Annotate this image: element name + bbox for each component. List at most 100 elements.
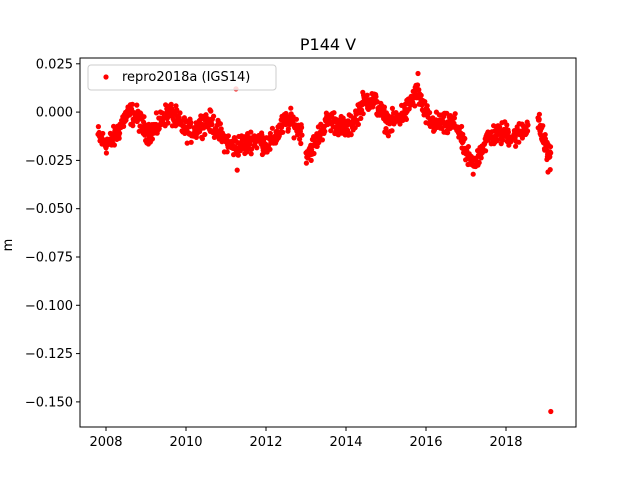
data-point	[525, 128, 531, 134]
data-point	[548, 408, 554, 415]
data-point	[129, 101, 135, 107]
data-point	[224, 149, 230, 155]
data-point	[165, 120, 171, 126]
data-point	[159, 110, 165, 116]
legend-marker	[103, 74, 109, 80]
data-point	[383, 126, 389, 132]
data-point	[319, 137, 325, 143]
data-point	[445, 130, 451, 136]
data-point	[415, 70, 421, 77]
data-point	[267, 146, 273, 152]
data-point	[322, 128, 328, 134]
data-point	[299, 132, 305, 138]
y-tick-label: −0.075	[25, 250, 73, 265]
data-point	[95, 124, 101, 130]
data-point	[116, 135, 122, 141]
data-point	[247, 141, 253, 147]
data-point	[141, 114, 147, 120]
data-point	[340, 115, 346, 121]
y-tick-label: −0.100	[25, 299, 73, 314]
data-point	[267, 130, 273, 137]
data-point	[199, 136, 205, 142]
data-point	[427, 110, 433, 116]
data-point	[130, 123, 136, 129]
data-point	[308, 157, 314, 163]
data-point	[156, 126, 162, 132]
data-point	[348, 132, 354, 138]
data-point	[218, 126, 224, 132]
data-point	[412, 103, 418, 109]
data-point	[397, 121, 403, 127]
data-point	[536, 116, 542, 122]
data-point	[217, 121, 223, 127]
x-tick-label: 2012	[249, 435, 282, 450]
data-point	[248, 151, 254, 157]
y-tick-label: 0.025	[36, 57, 73, 72]
data-point	[545, 169, 551, 175]
data-point	[536, 111, 543, 117]
data-point	[462, 136, 468, 142]
data-point	[193, 134, 199, 140]
y-tick-label: −0.125	[25, 347, 73, 362]
data-point	[297, 136, 303, 142]
plot-area-frame	[79, 57, 577, 428]
data-point	[269, 125, 275, 131]
data-point	[355, 121, 361, 127]
data-point	[288, 105, 294, 111]
data-point	[542, 132, 548, 138]
data-point	[188, 139, 194, 145]
data-point	[314, 143, 320, 149]
data-point	[504, 122, 510, 128]
data-point	[465, 144, 471, 150]
data-point	[470, 171, 476, 177]
data-point	[209, 121, 215, 128]
data-point	[311, 150, 317, 157]
data-point	[188, 119, 194, 125]
data-point	[234, 167, 240, 173]
data-point	[153, 110, 159, 116]
data-point	[513, 143, 519, 149]
data-point	[483, 148, 489, 154]
data-point	[100, 130, 106, 137]
data-point	[173, 103, 179, 109]
x-tick-label: 2014	[329, 435, 362, 450]
y-tick-label: −0.025	[25, 154, 73, 169]
data-point	[203, 112, 209, 118]
data-point	[208, 108, 214, 114]
data-point	[500, 137, 506, 143]
data-point	[389, 128, 395, 134]
data-point	[416, 87, 422, 93]
data-point	[184, 140, 190, 146]
x-tick-label: 2010	[169, 435, 202, 450]
data-point	[298, 140, 304, 147]
data-point	[225, 133, 231, 139]
data-point	[451, 115, 457, 121]
data-point	[373, 94, 379, 100]
data-point	[385, 133, 391, 139]
data-point	[111, 142, 117, 148]
data-point	[149, 136, 155, 142]
data-point	[280, 129, 286, 135]
data-points	[95, 70, 554, 415]
data-point	[285, 126, 291, 132]
y-tick-label: −0.150	[25, 395, 73, 410]
legend-box	[87, 64, 277, 91]
data-point	[505, 129, 511, 135]
data-point	[547, 144, 554, 150]
data-point	[248, 129, 254, 135]
data-point	[121, 123, 127, 129]
data-point	[525, 122, 531, 128]
y-tick-label: −0.050	[25, 202, 73, 217]
data-point	[303, 160, 309, 166]
data-point	[415, 82, 421, 88]
y-tick-label: 0.000	[36, 106, 73, 121]
data-point	[103, 150, 109, 156]
axis-ticks: 2008 2010 2012 2014 2016 2018 0.025 0.000 −0.025…	[25, 57, 523, 450]
data-point	[202, 131, 208, 138]
data-point	[293, 116, 299, 122]
data-point	[418, 92, 424, 98]
data-point	[519, 135, 526, 141]
data-point	[360, 111, 366, 117]
data-point	[173, 123, 179, 129]
data-point	[406, 106, 412, 112]
